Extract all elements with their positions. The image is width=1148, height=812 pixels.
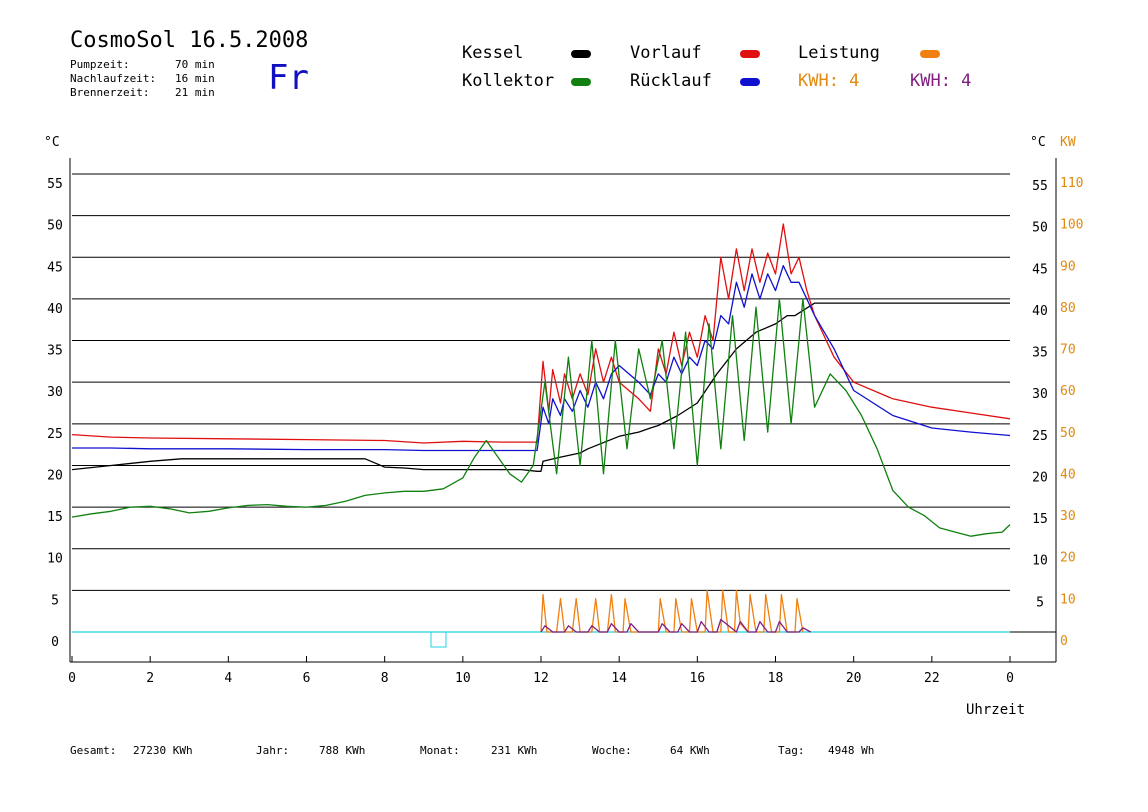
legend-kessel-swatch (571, 50, 591, 58)
footer-gesamt-label: Gesamt: (70, 744, 117, 757)
info-brennerzeit-label: Brennerzeit: (70, 86, 150, 99)
y-right-tick-label: 10 (1032, 554, 1048, 569)
footer-tag-value: 4948 Wh (828, 744, 875, 757)
y-left-tick-label: 10 (47, 552, 63, 567)
x-tick-label: 4 (224, 671, 232, 686)
legend-kessel-label: Kessel (462, 43, 524, 63)
footer-monat-label: Monat: (420, 744, 460, 757)
kwh-purple-label: KWH: 4 (910, 71, 972, 91)
y2-tick-label: 100 (1060, 218, 1083, 233)
y-right-tick-label: 20 (1032, 470, 1048, 485)
x-tick-label: 0 (68, 671, 76, 686)
legend-leistung-swatch (920, 50, 940, 58)
x-tick-label: 20 (846, 671, 862, 686)
axes (69, 158, 1057, 663)
y2-tick-label: 60 (1060, 384, 1076, 399)
y2-tick-label: 20 (1060, 551, 1076, 566)
legend-vorlauf-swatch (740, 50, 760, 58)
y-right-tick-label: 45 (1032, 262, 1048, 277)
chart-title: CosmoSol 16.5.2008 (70, 28, 309, 53)
y-left-tick-label: 15 (47, 510, 63, 525)
y2-tick-label: 110 (1060, 176, 1083, 191)
info-nachlaufzeit-value: 16 min (175, 72, 215, 85)
y-left-tick-label: 45 (47, 260, 63, 275)
legend-leistung-label: Leistung (798, 43, 880, 63)
y-left-tick-label: 30 (47, 385, 63, 400)
kwh-orange-label: KWH: 4 (798, 71, 860, 91)
legend-ruecklauf-label: Rücklauf (630, 71, 712, 91)
right-unit2-label: KW (1060, 135, 1076, 150)
info-nachlaufzeit-label: Nachlaufzeit: (70, 72, 157, 85)
x-tick-label: 14 (611, 671, 627, 686)
y-left-tick-label: 55 (47, 177, 63, 192)
weekday-label: Fr (268, 58, 309, 98)
y-left-tick-label: 0 (51, 635, 59, 650)
y-right-tick-label: 55 (1032, 179, 1048, 194)
y-left-tick-label: 35 (47, 344, 63, 359)
y2-tick-label: 70 (1060, 343, 1076, 358)
series-lines (71, 223, 1011, 633)
y2-tick-label: 50 (1060, 426, 1076, 441)
legend-kollektor-swatch (571, 78, 591, 86)
y-left-tick-label: 50 (47, 219, 63, 234)
series-line-kessel (71, 302, 1010, 472)
legend-vorlauf-label: Vorlauf (630, 43, 702, 63)
y2-tick-label: 90 (1060, 259, 1076, 274)
info-pumpzeit-value: 70 min (175, 58, 215, 71)
x-tick-label: 18 (768, 671, 784, 686)
y-right-tick-label: 50 (1032, 221, 1048, 236)
marker-square (430, 631, 447, 648)
y-right-tick-label: 35 (1032, 346, 1048, 361)
series-line-kwh (540, 618, 812, 633)
footer-woche-value: 64 KWh (670, 744, 710, 757)
footer-tag-label: Tag: (778, 744, 805, 757)
right-unit-label: °C (1030, 135, 1046, 150)
left-unit-label: °C (44, 135, 60, 150)
x-tick-label: 8 (381, 671, 389, 686)
x-tick-label: 10 (455, 671, 471, 686)
series-line-r-cklauf (72, 264, 1011, 452)
y-right-tick-label: 15 (1032, 512, 1048, 527)
y-right-tick-label: 30 (1032, 387, 1048, 402)
x-tick-label: 2 (146, 671, 154, 686)
legend-kollektor-label: Kollektor (462, 71, 555, 91)
y-left-tick-label: 20 (47, 468, 63, 483)
legend-ruecklauf-swatch (740, 78, 760, 86)
y-left-tick-label: 5 (51, 593, 59, 608)
x-tick-label: 6 (303, 671, 311, 686)
y-left-tick-label: 40 (47, 302, 63, 317)
footer-monat-value: 231 KWh (491, 744, 538, 757)
info-brennerzeit-value: 21 min (175, 86, 215, 99)
y2-tick-label: 10 (1060, 592, 1076, 607)
x-tick-label: 22 (924, 671, 940, 686)
footer-gesamt-value: 27230 KWh (133, 744, 193, 757)
y2-tick-label: 80 (1060, 301, 1076, 316)
x-tick-label: 0 (1006, 671, 1014, 686)
x-axis-label: Uhrzeit (966, 702, 1025, 718)
y-right-tick-label: 5 (1036, 595, 1044, 610)
x-tick-label: 12 (533, 671, 549, 686)
series-line-kollektor (71, 298, 1011, 537)
info-pumpzeit-label: Pumpzeit: (70, 58, 130, 71)
y-right-tick-label: 25 (1032, 429, 1048, 444)
footer-woche-label: Woche: (592, 744, 632, 757)
y2-tick-label: 30 (1060, 509, 1076, 524)
tick-labels: 0 2 4 6 8 10 12 14 16 18 20 22 005101520253035404550… (47, 176, 1083, 686)
y2-tick-label: 40 (1060, 467, 1076, 482)
y-right-tick-label: 40 (1032, 304, 1048, 319)
y-left-tick-label: 25 (47, 427, 63, 442)
footer-jahr-label: Jahr: (256, 744, 290, 757)
x-tick-label: 16 (690, 671, 706, 686)
y2-tick-label: 0 (1060, 634, 1068, 649)
series-line-leistung (540, 589, 804, 633)
footer-jahr-value: 788 KWh (319, 744, 366, 757)
